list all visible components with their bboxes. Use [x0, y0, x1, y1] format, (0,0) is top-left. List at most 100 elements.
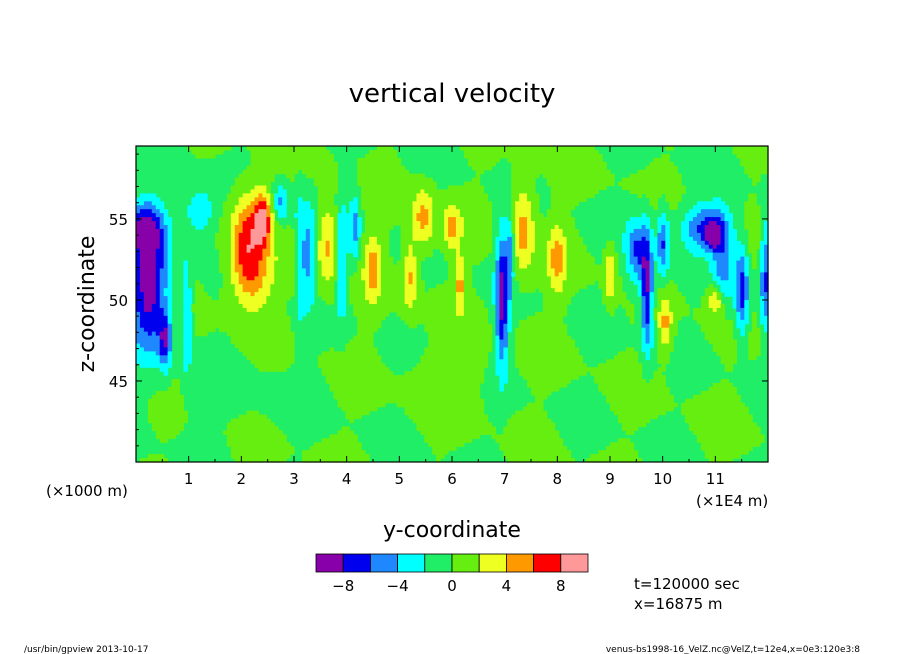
- heatmap-cell: [562, 181, 568, 187]
- heatmap-cell: [653, 197, 658, 202]
- heatmap-cell: [349, 292, 354, 297]
- heatmap-cell: [613, 260, 619, 266]
- heatmap-cell: [420, 177, 425, 183]
- heatmap-cell: [262, 260, 267, 266]
- heatmap-cell: [534, 221, 540, 226]
- heatmap-cell: [282, 300, 287, 305]
- heatmap-cell: [163, 228, 169, 234]
- heatmap-cell: [384, 146, 390, 151]
- heatmap-cell: [748, 331, 753, 337]
- heatmap-cell: [341, 292, 346, 297]
- heatmap-cell: [452, 327, 457, 333]
- heatmap-cell: [400, 284, 406, 289]
- heatmap-cell: [297, 268, 303, 273]
- heatmap-cell: [329, 296, 335, 301]
- heatmap-cell: [408, 228, 414, 234]
- heatmap-cell: [692, 225, 698, 230]
- heatmap-cell: [254, 165, 260, 171]
- heatmap-cell: [657, 221, 662, 226]
- heatmap-cell: [333, 228, 339, 234]
- heatmap-cell: [329, 252, 335, 258]
- heatmap-cell: [396, 288, 402, 293]
- heatmap-cell: [542, 256, 548, 262]
- heatmap-cell: [519, 193, 524, 198]
- heatmap-cell: [246, 264, 252, 270]
- heatmap-cell: [538, 260, 544, 266]
- heatmap-cell: [317, 153, 323, 159]
- heatmap-cell: [503, 228, 508, 234]
- heatmap-cell: [250, 296, 256, 301]
- heatmap-cell: [155, 315, 161, 321]
- heatmap-cell: [380, 193, 386, 198]
- heatmap-cell: [376, 248, 382, 254]
- heatmap-cell: [645, 331, 651, 337]
- heatmap-cell: [392, 189, 398, 194]
- heatmap-cell: [274, 146, 279, 151]
- heatmap-cell: [376, 280, 382, 285]
- heatmap-cell: [290, 169, 295, 175]
- heatmap-cell: [744, 149, 749, 155]
- heatmap-cell: [538, 225, 544, 230]
- heatmap-cell: [143, 304, 149, 309]
- heatmap-cell: [139, 327, 145, 333]
- heatmap-cell: [550, 225, 556, 230]
- heatmap-cell: [669, 201, 674, 206]
- heatmap-cell: [428, 181, 433, 187]
- heatmap-cell: [333, 217, 339, 222]
- heatmap-cell: [155, 209, 161, 214]
- heatmap-cell: [278, 327, 283, 333]
- heatmap-cell: [700, 248, 706, 254]
- heatmap-cell: [274, 197, 279, 202]
- heatmap-cell: [764, 280, 769, 285]
- heatmap-cell: [337, 244, 342, 250]
- heatmap-cell: [278, 169, 283, 175]
- heatmap-cell: [155, 225, 161, 230]
- heatmap-cell: [380, 248, 386, 254]
- heatmap-cell: [412, 193, 418, 198]
- heatmap-cell: [195, 205, 200, 210]
- heatmap-cell: [376, 177, 382, 183]
- heatmap-cell: [756, 232, 761, 238]
- heatmap-cell: [376, 315, 382, 321]
- heatmap-cell: [357, 307, 362, 313]
- heatmap-cell: [566, 153, 572, 159]
- heatmap-cell: [554, 213, 560, 218]
- heatmap-cell: [380, 304, 386, 309]
- heatmap-cell: [566, 161, 572, 167]
- heatmap-cell: [341, 236, 346, 242]
- heatmap-cell: [657, 177, 662, 183]
- heatmap-cell: [404, 197, 410, 202]
- heatmap-cell: [748, 173, 753, 179]
- heatmap-cell: [365, 311, 370, 317]
- heatmap-cell: [376, 284, 382, 289]
- heatmap-cell: [665, 244, 670, 250]
- heatmap-cell: [428, 213, 433, 218]
- heatmap-cell: [661, 181, 666, 187]
- heatmap-cell: [365, 288, 370, 293]
- heatmap-cell: [297, 252, 303, 258]
- heatmap-cell: [467, 217, 473, 222]
- heatmap-cell: [317, 272, 323, 277]
- heatmap-cell: [511, 225, 516, 230]
- heatmap-cell: [448, 319, 453, 325]
- heatmap-cell: [408, 272, 414, 277]
- heatmap-cell: [373, 268, 378, 273]
- heatmap-cell: [483, 157, 489, 163]
- heatmap-cell: [760, 244, 765, 250]
- heatmap-cell: [384, 268, 390, 273]
- heatmap-cell: [649, 304, 655, 309]
- heatmap-cell: [606, 252, 611, 258]
- heatmap-cell: [692, 228, 698, 234]
- heatmap-cell: [653, 311, 658, 317]
- heatmap-cell: [159, 221, 165, 226]
- heatmap-cell: [452, 217, 457, 222]
- heatmap-cell: [211, 300, 216, 305]
- heatmap-cell: [238, 276, 244, 281]
- heatmap-cell: [479, 225, 485, 230]
- heatmap-cell: [373, 213, 378, 218]
- heatmap-cell: [321, 169, 327, 175]
- heatmap-cell: [550, 149, 556, 155]
- heatmap-cell: [724, 331, 730, 337]
- heatmap-cell: [716, 315, 722, 321]
- heatmap-cell: [159, 323, 165, 329]
